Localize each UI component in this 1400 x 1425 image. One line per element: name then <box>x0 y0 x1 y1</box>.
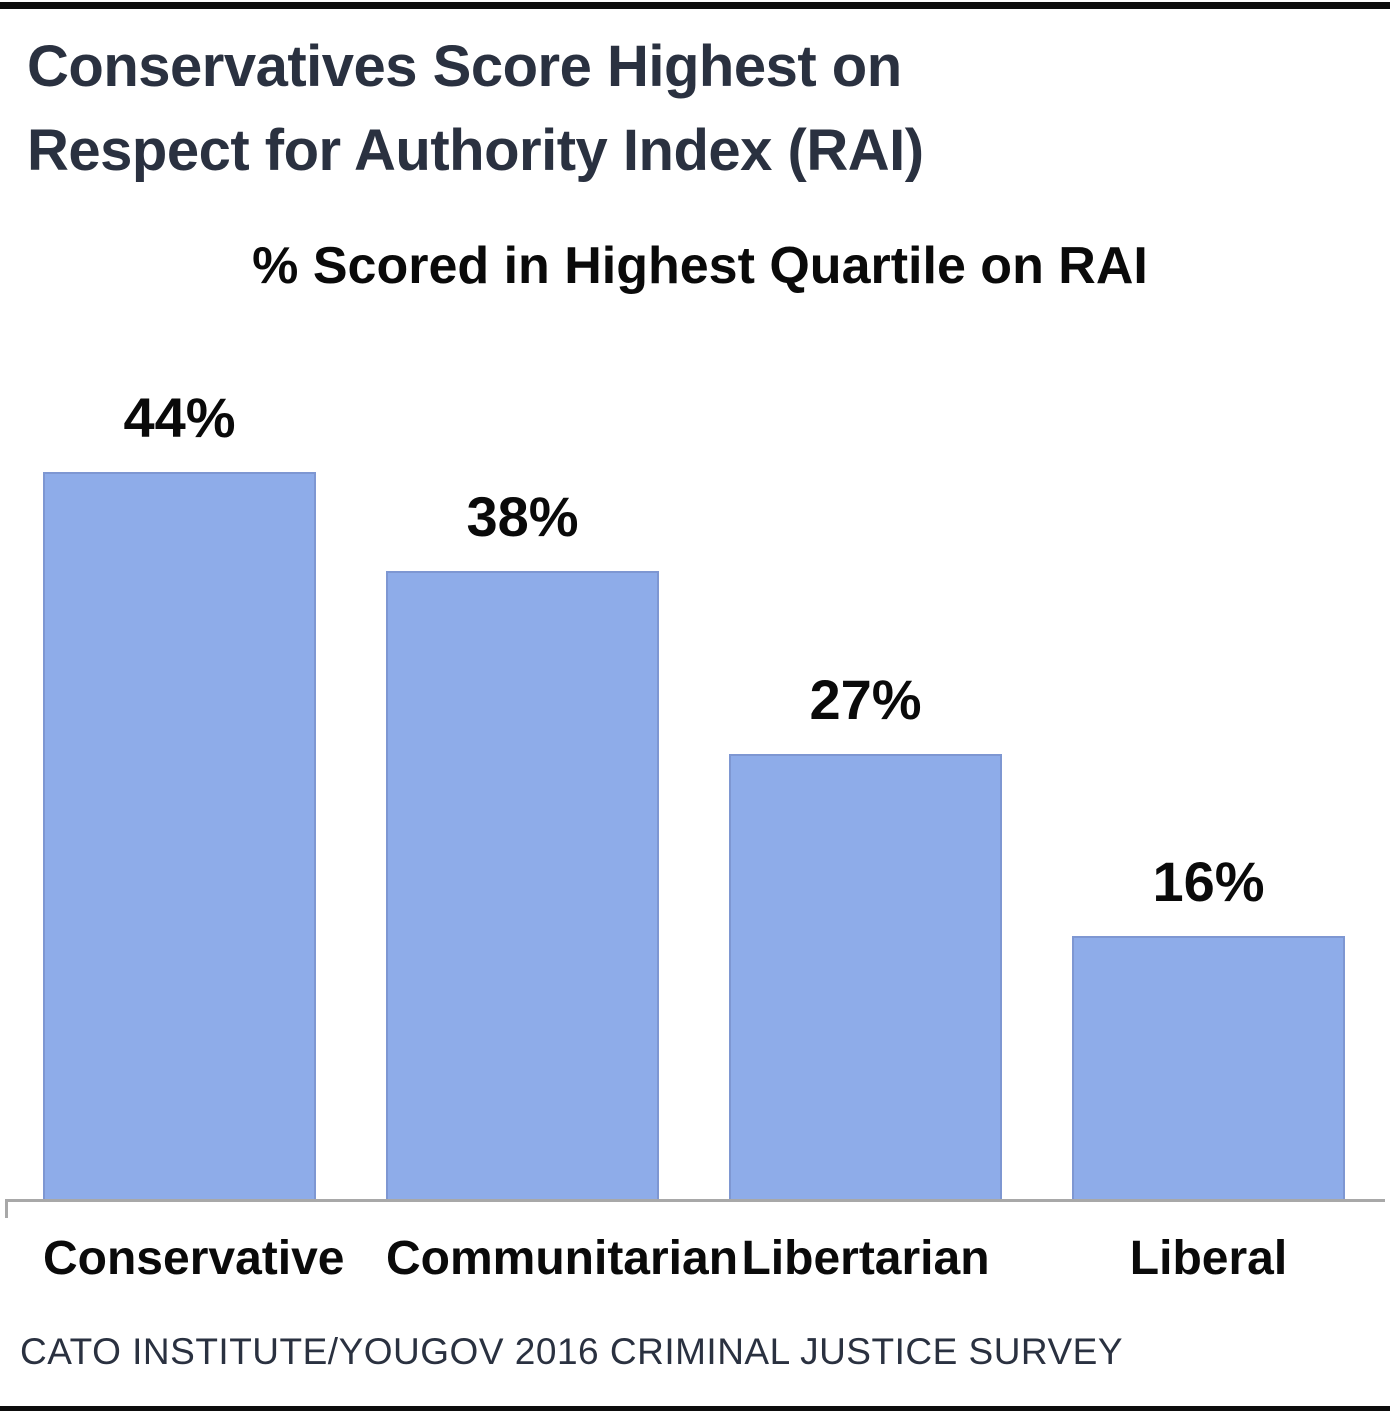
category-label-libertarian: Libertarian <box>741 1232 990 1285</box>
bar-value-label: 38% <box>466 485 579 548</box>
title-line-2: Respect for Authority Index (RAI) <box>27 118 924 183</box>
bottom-border-rule <box>0 1406 1390 1411</box>
bar-value-label: 44% <box>123 386 236 449</box>
y-axis-stub <box>5 1199 8 1218</box>
bar-value-label: 16% <box>1152 850 1265 913</box>
bar-liberal <box>1072 936 1345 1201</box>
chart-subtitle: % Scored in Highest Quartile on RAI <box>252 237 1148 295</box>
bar-communitarian <box>386 571 659 1201</box>
bar-value-label: 27% <box>809 668 922 731</box>
bar-column-liberal: 16% <box>1072 854 1345 1201</box>
category-label-communitarian: Communitarian <box>386 1232 739 1285</box>
bar-column-communitarian: 38% <box>386 489 659 1201</box>
category-label-conservative: Conservative <box>43 1232 345 1285</box>
title-line-1: Conservatives Score Highest on <box>27 34 902 99</box>
category-axis-labels: Conservative Communitarian Libertarian L… <box>43 1230 1345 1288</box>
source-attribution: CATO INSTITUTE/YOUGOV 2016 CRIMINAL JUST… <box>20 1331 1124 1372</box>
top-border-rule <box>0 2 1390 9</box>
chart-title: Conservatives Score Highest on Respect f… <box>27 25 924 193</box>
bar-libertarian <box>729 754 1002 1201</box>
x-axis-line <box>5 1199 1385 1202</box>
category-label-liberal: Liberal <box>1129 1232 1288 1285</box>
bar-column-conservative: 44% <box>43 390 316 1201</box>
bar-plot-area: 44% 38% 27% 16% <box>43 390 1345 1201</box>
bar-column-libertarian: 27% <box>729 672 1002 1201</box>
bar-conservative <box>43 472 316 1201</box>
